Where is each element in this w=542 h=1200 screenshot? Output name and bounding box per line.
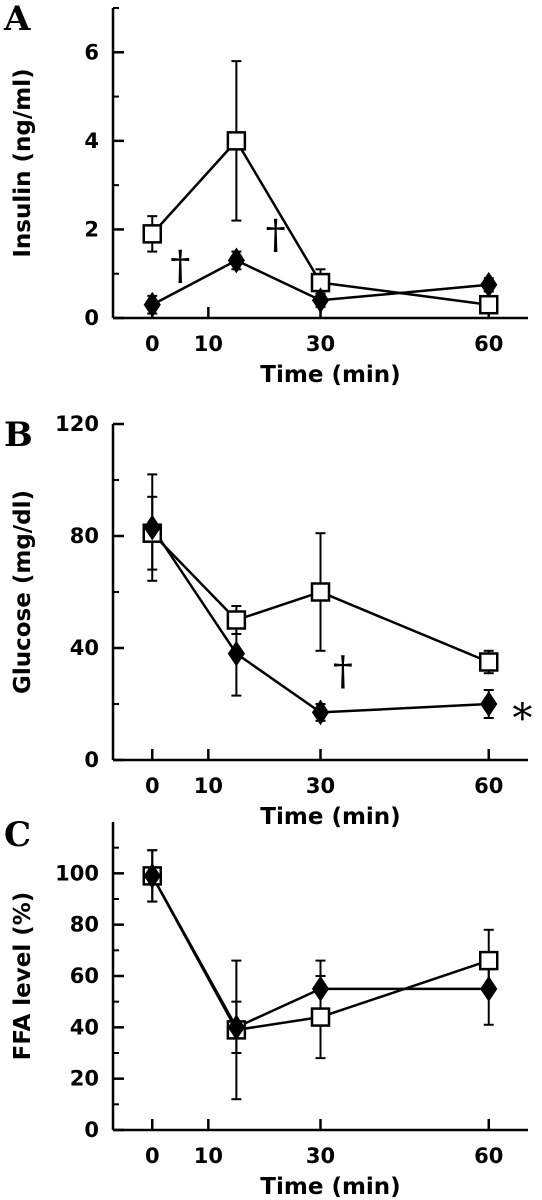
series-line-1 [151,532,490,664]
x-tick-label: 0 [145,1144,160,1168]
x-tick-label: 10 [194,774,223,798]
y-tick-label: 2 [84,217,99,241]
x-tick-label: 0 [145,332,160,356]
data-point-diamond [311,287,330,314]
x-axis-label: Time (min) [260,1174,400,1200]
x-tick-label: 30 [306,332,335,356]
data-point-square [310,1007,331,1027]
data-point-diamond [480,271,498,298]
significance-mark: † [333,648,353,694]
data-point-diamond [143,291,161,318]
y-tick-label: 120 [55,412,99,436]
data-point-square [226,610,247,630]
data-point-square [478,294,499,315]
data-point-square [226,131,247,151]
y-tick-label: 4 [84,129,99,153]
data-point-diamond [143,514,161,541]
panel-c: C 0 20 40 60 80 100 0 10 30 60 Time (min) FFA level … [4,815,528,1200]
x-tick-label: 60 [474,774,503,798]
panel-letter: B [4,415,33,455]
data-point-square [478,950,499,971]
x-axis-label: Time (min) [260,804,400,830]
y-axis-label: FFA level (%) [10,892,36,1061]
data-point-diamond [311,699,330,726]
y-tick-label: 20 [70,1067,99,1091]
panel-letter: C [4,815,31,855]
data-point-diamond [143,862,161,889]
data-point-square [310,582,331,602]
significance-mark: † [170,243,190,289]
data-point-diamond [227,247,245,274]
x-tick-label: 0 [145,774,160,798]
y-tick-label: 0 [84,306,99,330]
y-tick-label: 0 [84,1118,99,1142]
x-tick-label: 10 [194,1144,223,1168]
y-tick-label: 40 [70,636,99,660]
x-axis-label: Time (min) [260,362,400,388]
x-tick-label: 10 [194,332,223,356]
data-point-diamond [480,691,498,717]
x-tick-label: 30 [306,774,335,798]
y-tick-label: 40 [70,1015,99,1039]
panel-letter: A [3,0,31,39]
y-tick-label: 6 [84,40,99,64]
series-line-2 [151,526,489,714]
y-tick-label: 80 [70,524,99,548]
y-tick-label: 100 [55,861,99,885]
data-point-diamond [480,975,498,1002]
data-point-diamond [227,1014,245,1041]
data-point-diamond [311,975,330,1002]
y-axis-label: Glucose (mg/dl) [10,490,36,694]
data-point-square [142,224,163,244]
y-tick-label: 0 [84,748,99,772]
data-point-diamond [227,640,245,667]
significance-mark: † [266,212,286,258]
x-tick-label: 60 [474,1144,503,1168]
y-tick-label: 60 [70,964,99,988]
y-tick-label: 80 [70,913,99,937]
panel-b: B 0 40 80 120 0 10 30 60 Time (min) Glucose (mg/dl… [4,412,532,830]
x-tick-label: 60 [474,332,503,356]
series-line-2 [151,875,489,1029]
data-point-square [478,652,499,672]
y-axis-label: Insulin (ng/ml) [10,68,36,257]
significance-mark: * [512,696,532,742]
series-line-2 [151,259,489,306]
x-tick-label: 30 [306,1144,335,1168]
